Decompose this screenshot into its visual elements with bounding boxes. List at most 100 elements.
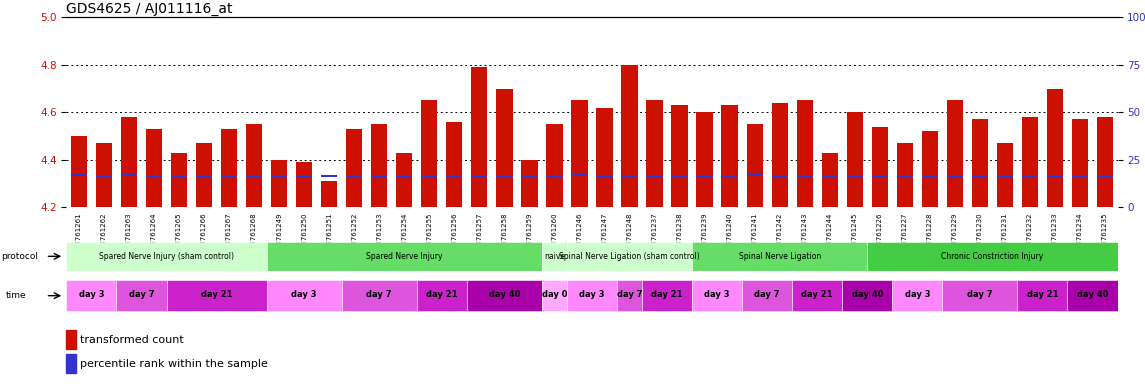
- Bar: [597, 108, 613, 207]
- Bar: [617, 280, 642, 311]
- Text: protocol: protocol: [1, 252, 38, 261]
- Bar: [267, 280, 341, 311]
- Bar: [822, 175, 838, 177]
- Bar: [321, 181, 338, 207]
- Bar: [221, 175, 237, 177]
- Bar: [421, 175, 437, 177]
- Bar: [171, 153, 187, 207]
- Bar: [721, 175, 737, 177]
- Bar: [1072, 175, 1088, 177]
- Bar: [1072, 119, 1088, 207]
- Text: Chronic Constriction Injury: Chronic Constriction Injury: [941, 252, 1043, 261]
- Bar: [922, 175, 938, 177]
- Bar: [341, 280, 417, 311]
- Text: day 3: day 3: [79, 290, 104, 300]
- Text: Spared Nerve Injury (sham control): Spared Nerve Injury (sham control): [98, 252, 234, 261]
- Bar: [947, 175, 963, 177]
- Bar: [721, 105, 737, 207]
- Text: Spinal Nerve Ligation (sham control): Spinal Nerve Ligation (sham control): [559, 252, 700, 261]
- Text: time: time: [6, 291, 26, 300]
- Text: day 21: day 21: [802, 290, 832, 300]
- Bar: [1097, 175, 1113, 177]
- Bar: [696, 175, 712, 177]
- Bar: [942, 280, 1018, 311]
- Bar: [897, 143, 913, 207]
- Text: day 40: day 40: [1076, 290, 1108, 300]
- Text: Spared Nerve Injury: Spared Nerve Injury: [366, 252, 442, 261]
- Bar: [171, 175, 187, 177]
- Bar: [772, 103, 788, 207]
- Text: percentile rank within the sample: percentile rank within the sample: [80, 359, 268, 369]
- Bar: [371, 124, 387, 207]
- Bar: [66, 242, 267, 271]
- Bar: [692, 242, 867, 271]
- Bar: [417, 280, 467, 311]
- Bar: [597, 175, 613, 177]
- Bar: [66, 280, 117, 311]
- Text: day 40: day 40: [489, 290, 520, 300]
- Bar: [145, 175, 163, 177]
- Bar: [797, 175, 813, 177]
- Bar: [472, 175, 488, 177]
- Text: transformed count: transformed count: [80, 335, 184, 345]
- Bar: [822, 153, 838, 207]
- Text: day 21: day 21: [426, 290, 458, 300]
- Bar: [997, 175, 1013, 177]
- Bar: [472, 67, 488, 207]
- Bar: [542, 280, 567, 311]
- Bar: [221, 129, 237, 207]
- Bar: [66, 330, 76, 349]
- Bar: [496, 89, 513, 207]
- Bar: [196, 175, 212, 177]
- Bar: [792, 280, 843, 311]
- Bar: [843, 280, 892, 311]
- Bar: [246, 175, 262, 177]
- Bar: [145, 129, 163, 207]
- Text: day 3: day 3: [905, 290, 930, 300]
- Bar: [267, 242, 542, 271]
- Bar: [871, 127, 887, 207]
- Bar: [692, 280, 742, 311]
- Bar: [747, 173, 763, 175]
- Bar: [96, 175, 112, 177]
- Text: GDS4625 / AJ011116_at: GDS4625 / AJ011116_at: [66, 2, 232, 16]
- Bar: [71, 136, 87, 207]
- Bar: [846, 112, 863, 207]
- Bar: [346, 175, 362, 177]
- Bar: [571, 101, 587, 207]
- Bar: [396, 153, 412, 207]
- Bar: [1021, 175, 1039, 177]
- Text: day 7: day 7: [617, 290, 642, 300]
- Bar: [1047, 175, 1063, 177]
- Bar: [321, 175, 338, 177]
- Bar: [567, 280, 617, 311]
- Bar: [121, 117, 137, 207]
- Bar: [117, 280, 166, 311]
- Text: day 0: day 0: [542, 290, 567, 300]
- Bar: [1047, 89, 1063, 207]
- Bar: [447, 175, 463, 177]
- Bar: [467, 280, 542, 311]
- Bar: [196, 143, 212, 207]
- Bar: [271, 160, 287, 207]
- Bar: [972, 175, 988, 177]
- Bar: [297, 162, 313, 207]
- Bar: [121, 174, 137, 176]
- Text: day 3: day 3: [704, 290, 729, 300]
- Text: day 7: day 7: [128, 290, 155, 300]
- Bar: [371, 175, 387, 177]
- Text: day 7: day 7: [366, 290, 392, 300]
- Bar: [546, 124, 562, 207]
- Bar: [997, 143, 1013, 207]
- Bar: [71, 174, 87, 176]
- Bar: [647, 101, 663, 207]
- Text: day 21: day 21: [652, 290, 682, 300]
- Bar: [166, 280, 267, 311]
- Bar: [671, 175, 688, 177]
- Bar: [66, 354, 76, 373]
- Bar: [871, 175, 887, 177]
- Bar: [521, 160, 537, 207]
- Bar: [797, 101, 813, 207]
- Bar: [846, 175, 863, 177]
- Bar: [1097, 117, 1113, 207]
